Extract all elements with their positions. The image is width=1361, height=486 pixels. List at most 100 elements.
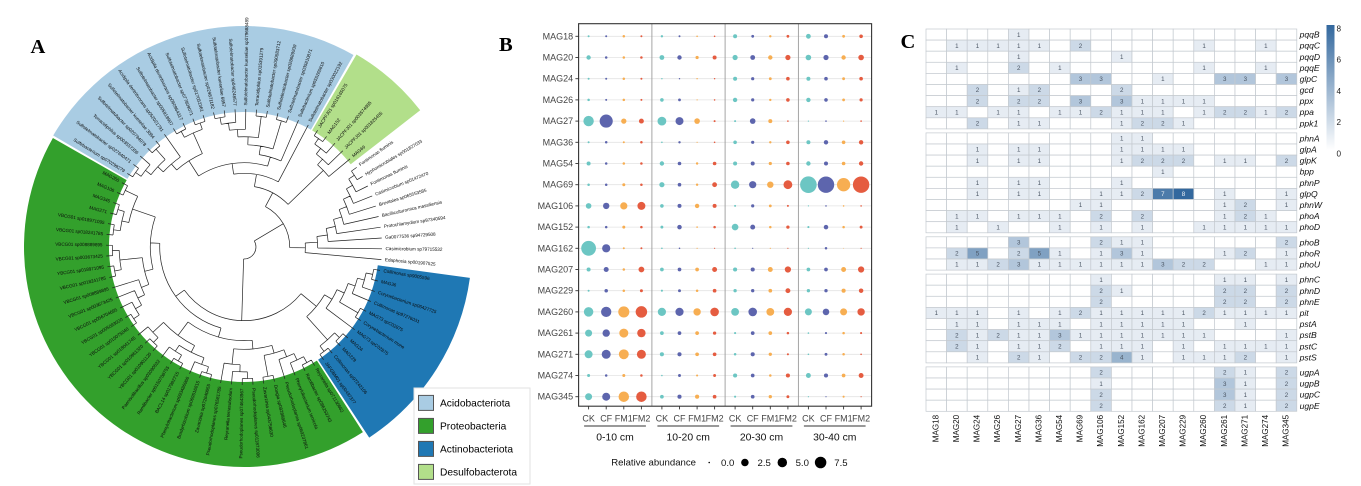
- svg-text:0: 0: [1337, 149, 1342, 158]
- svg-text:MAG24: MAG24: [973, 414, 982, 442]
- svg-text:1: 1: [935, 109, 939, 116]
- svg-text:1: 1: [1285, 332, 1289, 339]
- svg-text:MAG207: MAG207: [538, 265, 574, 275]
- svg-text:1: 1: [1223, 191, 1227, 198]
- svg-text:pqqC: pqqC: [1299, 41, 1321, 51]
- svg-text:2: 2: [976, 98, 980, 105]
- svg-text:1: 1: [1017, 180, 1021, 187]
- svg-text:1: 1: [1285, 251, 1289, 258]
- svg-text:1: 1: [1099, 202, 1103, 209]
- svg-text:2: 2: [1244, 109, 1248, 116]
- svg-text:1: 1: [1161, 98, 1165, 105]
- svg-text:2: 2: [1285, 240, 1289, 247]
- svg-text:1: 1: [1223, 277, 1227, 284]
- svg-text:1: 1: [1017, 109, 1021, 116]
- svg-text:1: 1: [996, 43, 1000, 50]
- svg-text:2: 2: [1182, 158, 1186, 165]
- svg-text:Pseudorhodoplanes sp074643967: Pseudorhodoplanes sp074643967: [238, 388, 244, 458]
- svg-text:Reyranella terrasubsolum: Reyranella terrasubsolum: [224, 387, 234, 440]
- svg-text:1: 1: [1285, 355, 1289, 362]
- svg-text:5.0: 5.0: [796, 458, 809, 469]
- svg-text:7.5: 7.5: [834, 458, 847, 469]
- svg-text:1: 1: [1141, 98, 1145, 105]
- svg-text:ugpB: ugpB: [1300, 379, 1320, 389]
- svg-text:3: 3: [1079, 76, 1083, 83]
- svg-text:1: 1: [1141, 310, 1145, 317]
- svg-text:20-30 cm: 20-30 cm: [740, 433, 783, 444]
- svg-text:2: 2: [1244, 288, 1248, 295]
- svg-text:2: 2: [1141, 191, 1145, 198]
- svg-text:1: 1: [1141, 332, 1145, 339]
- svg-text:1: 1: [1058, 262, 1062, 269]
- svg-text:CK: CK: [656, 414, 669, 424]
- svg-text:MAG162: MAG162: [1137, 414, 1146, 446]
- svg-text:1: 1: [1017, 43, 1021, 50]
- svg-text:3: 3: [1223, 392, 1227, 399]
- svg-text:MAG152: MAG152: [538, 222, 574, 232]
- svg-text:1: 1: [1264, 43, 1268, 50]
- svg-text:phoB: phoB: [1299, 237, 1320, 247]
- svg-text:2: 2: [1141, 213, 1145, 220]
- svg-text:phnA: phnA: [1299, 133, 1320, 143]
- svg-text:2: 2: [1099, 240, 1103, 247]
- svg-text:1: 1: [1120, 54, 1124, 61]
- svg-text:VBCG01 sp008889895: VBCG01 sp008889895: [55, 242, 103, 248]
- svg-text:1: 1: [976, 262, 980, 269]
- svg-text:1: 1: [955, 65, 959, 72]
- svg-text:MAG36: MAG36: [381, 279, 398, 288]
- svg-text:2: 2: [1017, 98, 1021, 105]
- svg-text:1: 1: [1182, 98, 1186, 105]
- svg-text:CF: CF: [600, 414, 612, 424]
- svg-text:MAG261: MAG261: [1220, 414, 1229, 446]
- svg-text:1: 1: [1038, 43, 1042, 50]
- svg-text:phoU: phoU: [1299, 260, 1321, 270]
- svg-text:1: 1: [1038, 147, 1042, 154]
- svg-text:1: 1: [955, 321, 959, 328]
- svg-text:1: 1: [996, 109, 1000, 116]
- svg-text:1: 1: [976, 180, 980, 187]
- svg-text:Terracidiphilus sp015391279: Terracidiphilus sp015391279: [254, 47, 264, 106]
- svg-text:1: 1: [1120, 332, 1124, 339]
- svg-text:1: 1: [1141, 344, 1145, 351]
- svg-text:Ga0077536 sp94729508: Ga0077536 sp94729508: [385, 232, 436, 240]
- svg-text:FM2: FM2: [706, 414, 724, 424]
- svg-text:30-40 cm: 30-40 cm: [813, 433, 856, 444]
- svg-text:1: 1: [1058, 224, 1062, 231]
- svg-text:VBCG01 sp003673425: VBCG01 sp003673425: [55, 253, 103, 261]
- svg-text:MAG260: MAG260: [538, 307, 574, 317]
- svg-text:FM1: FM1: [615, 414, 633, 424]
- svg-text:2: 2: [1285, 288, 1289, 295]
- svg-text:1: 1: [1264, 109, 1268, 116]
- svg-text:1: 1: [1120, 158, 1124, 165]
- svg-text:phnC: phnC: [1299, 275, 1321, 285]
- svg-text:Casimicrobium sp79715532: Casimicrobium sp79715532: [385, 246, 442, 252]
- svg-text:CK: CK: [729, 414, 742, 424]
- svg-text:1: 1: [1223, 158, 1227, 165]
- svg-text:2: 2: [1337, 118, 1342, 127]
- svg-text:MAG271: MAG271: [89, 205, 108, 214]
- svg-text:MAG162: MAG162: [538, 243, 574, 253]
- svg-text:1: 1: [1120, 321, 1124, 328]
- svg-text:Sulfotelmatobacter kueseliae s: Sulfotelmatobacter kueseliae sp079688489: [243, 17, 249, 106]
- svg-text:1: 1: [1038, 344, 1042, 351]
- svg-text:1: 1: [976, 147, 980, 154]
- svg-text:6: 6: [1337, 56, 1342, 65]
- svg-text:2: 2: [955, 344, 959, 351]
- svg-text:1: 1: [1038, 321, 1042, 328]
- svg-text:FM2: FM2: [779, 414, 797, 424]
- svg-text:MAG152: MAG152: [1117, 414, 1126, 446]
- svg-text:1: 1: [1058, 65, 1062, 72]
- svg-text:MAG24: MAG24: [543, 74, 574, 84]
- svg-text:8: 8: [1182, 191, 1186, 198]
- svg-text:1: 1: [1244, 344, 1248, 351]
- svg-text:1: 1: [1079, 262, 1083, 269]
- svg-text:3: 3: [1223, 381, 1227, 388]
- svg-text:MAG271: MAG271: [1240, 414, 1249, 446]
- svg-text:1: 1: [1223, 213, 1227, 220]
- svg-text:glpK: glpK: [1300, 156, 1318, 166]
- svg-text:VBCG01 sp018241785: VBCG01 sp018241785: [56, 227, 104, 236]
- svg-text:MAG345: MAG345: [1282, 414, 1291, 446]
- svg-text:5: 5: [1038, 251, 1042, 258]
- svg-text:3: 3: [1017, 240, 1021, 247]
- svg-text:1: 1: [1141, 321, 1145, 328]
